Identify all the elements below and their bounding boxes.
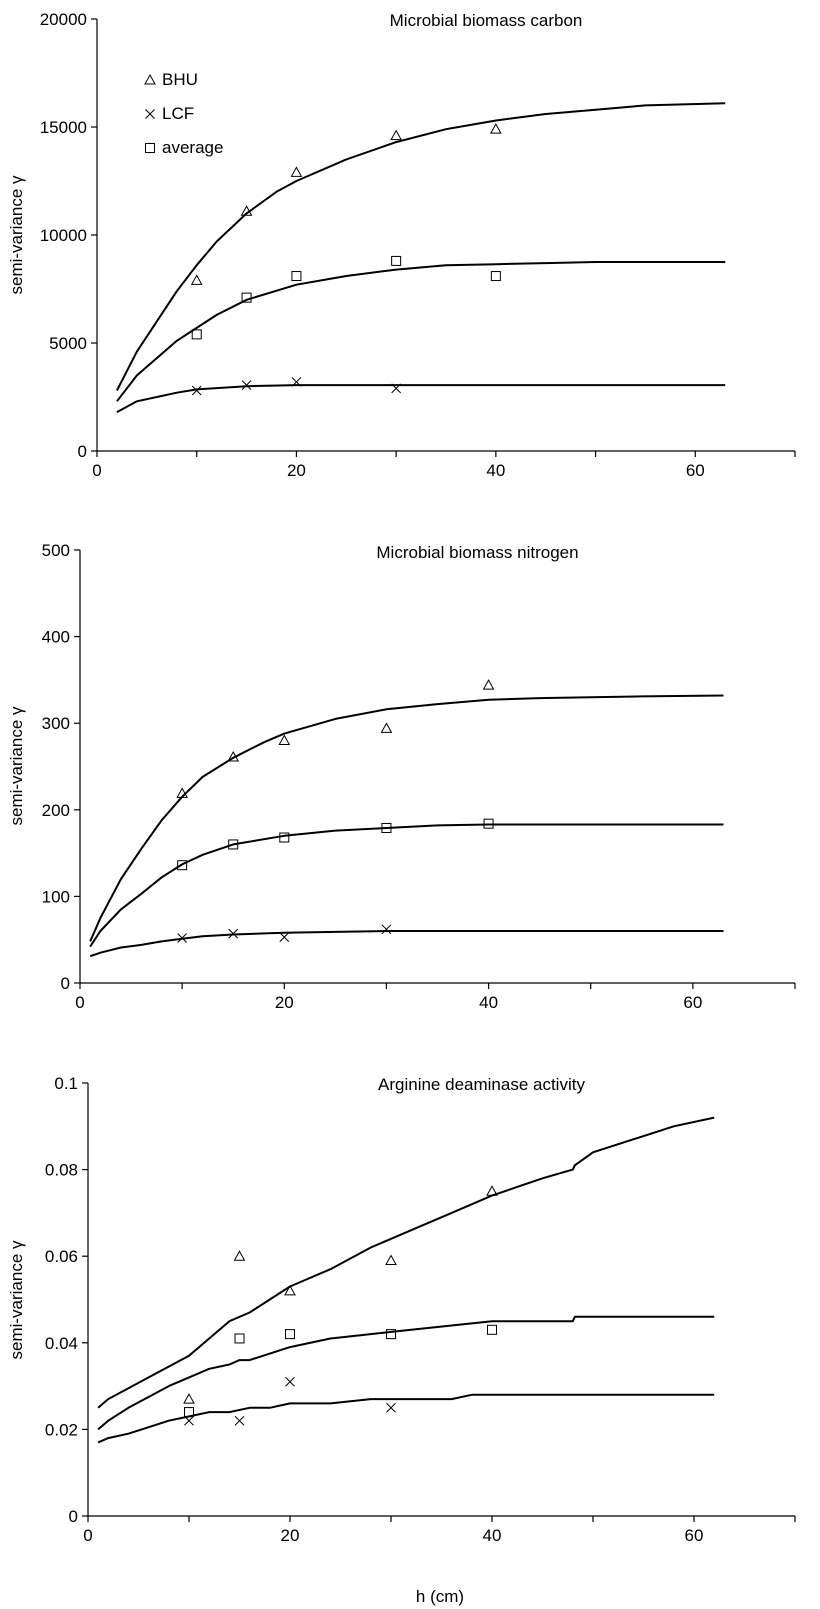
legend-marker-bhu	[144, 73, 156, 85]
x-tick-label: 0	[92, 461, 101, 480]
fit-line-lcf	[89, 930, 724, 958]
x-tick-label: 60	[683, 993, 702, 1012]
y-tick-label: 200	[42, 801, 70, 820]
x-axis-label: h (cm)	[416, 1587, 464, 1606]
data-point-lcf	[177, 933, 187, 943]
fit-line-average	[116, 261, 726, 402]
data-point-lcf	[241, 380, 252, 390]
legend-label-bhu: BHU	[162, 70, 198, 89]
data-point-lcf	[381, 924, 392, 935]
legend-marker-lcf	[145, 109, 155, 119]
data-point-average	[234, 1333, 245, 1344]
data-point-average	[490, 271, 501, 282]
data-point-bhu	[284, 1284, 296, 1296]
fit-line-bhu	[97, 1116, 715, 1409]
y-tick-label: 0.02	[45, 1420, 78, 1439]
y-tick-label: 500	[42, 541, 70, 560]
fit-line-bhu	[89, 694, 724, 942]
data-point-lcf	[285, 1376, 295, 1387]
legend-label-average: average	[162, 138, 223, 157]
y-tick-label: 0	[69, 1507, 78, 1526]
data-point-bhu	[190, 274, 203, 285]
x-tick-label: 20	[275, 993, 294, 1012]
data-point-average	[228, 839, 239, 850]
data-point-bhu	[482, 679, 495, 690]
data-point-lcf	[291, 377, 302, 387]
data-point-bhu	[233, 1250, 246, 1261]
data-point-average	[391, 255, 402, 266]
x-tick-label: 60	[685, 1526, 704, 1545]
data-point-bhu	[227, 750, 240, 762]
data-point-average	[285, 1329, 295, 1340]
y-tick-label: 15000	[40, 118, 87, 137]
fit-line-average	[97, 1315, 715, 1431]
fit-line-average	[89, 823, 724, 948]
y-tick-label: 0.1	[54, 1074, 78, 1093]
data-point-average	[381, 822, 392, 833]
panel-arginine-deaminase-activity: 0 0.02 0.04 0.06 0.08 0.1 0 20 40 60 Arginine deam…	[7, 1074, 796, 1545]
x-tick-label: 20	[287, 461, 306, 480]
x-tick-label: 0	[83, 1526, 92, 1545]
panel-microbial-biomass-nitrogen: 0 100 200 300 400 500 0 20 40 60 Microbial biomass…	[7, 541, 796, 1012]
y-tick-label: 0	[78, 442, 87, 461]
chart-title: Arginine deaminase activity	[378, 1075, 585, 1094]
data-point-average	[184, 1407, 194, 1418]
data-point-bhu	[390, 129, 402, 141]
y-tick-label: 10000	[40, 226, 87, 245]
x-tick-label: 20	[281, 1526, 300, 1545]
legend-marker-average	[145, 143, 155, 153]
y-tick-label: 300	[42, 714, 70, 733]
data-point-bhu	[290, 166, 303, 177]
data-point-lcf	[228, 928, 239, 939]
y-axis-label: semi-variance γ	[7, 175, 26, 295]
data-point-lcf	[234, 1415, 245, 1426]
data-point-average	[291, 271, 302, 282]
data-point-bhu	[490, 123, 502, 134]
y-tick-label: 400	[42, 628, 70, 647]
data-point-bhu	[240, 205, 253, 216]
data-point-bhu	[183, 1393, 195, 1404]
data-point-lcf	[191, 385, 202, 396]
y-tick-label: 20000	[40, 10, 87, 29]
x-tick-label: 40	[479, 993, 498, 1012]
data-point-lcf	[279, 932, 290, 942]
data-point-average	[279, 832, 290, 843]
y-tick-label: 0	[61, 974, 70, 993]
data-point-average	[386, 1329, 396, 1340]
x-tick-label: 40	[486, 461, 505, 480]
data-point-average	[487, 1324, 497, 1335]
y-tick-label: 0.08	[45, 1161, 78, 1180]
data-point-average	[483, 818, 494, 829]
data-point-average	[191, 329, 202, 340]
y-tick-label: 100	[42, 887, 70, 906]
fit-line-lcf	[97, 1393, 715, 1444]
y-tick-label: 0.04	[45, 1334, 78, 1353]
data-point-lcf	[386, 1402, 396, 1413]
y-axis-label: semi-variance γ	[7, 706, 26, 826]
data-point-average	[177, 860, 188, 871]
data-point-lcf	[391, 383, 401, 394]
data-point-average	[241, 292, 252, 303]
data-point-lcf	[184, 1415, 194, 1426]
fit-line-bhu	[116, 102, 726, 391]
data-point-bhu	[278, 734, 291, 746]
y-axis-label: semi-variance γ	[7, 1240, 26, 1360]
data-point-bhu	[176, 787, 188, 798]
data-point-bhu	[385, 1254, 397, 1266]
x-tick-label: 60	[686, 461, 705, 480]
chart-title: Microbial biomass nitrogen	[376, 543, 578, 562]
fit-line-lcf	[116, 384, 726, 413]
y-tick-label: 0.06	[45, 1247, 78, 1266]
data-point-bhu	[486, 1185, 498, 1196]
y-tick-label: 5000	[49, 334, 87, 353]
data-point-bhu	[380, 722, 393, 733]
legend-label-lcf: LCF	[162, 104, 194, 123]
chart-title: Microbial biomass carbon	[390, 11, 583, 30]
panel-microbial-biomass-carbon: 0 5000 10000 15000 20000 0 20 40 60 Microbial bio…	[7, 10, 796, 480]
x-tick-label: 0	[75, 993, 84, 1012]
x-tick-label: 40	[483, 1526, 502, 1545]
